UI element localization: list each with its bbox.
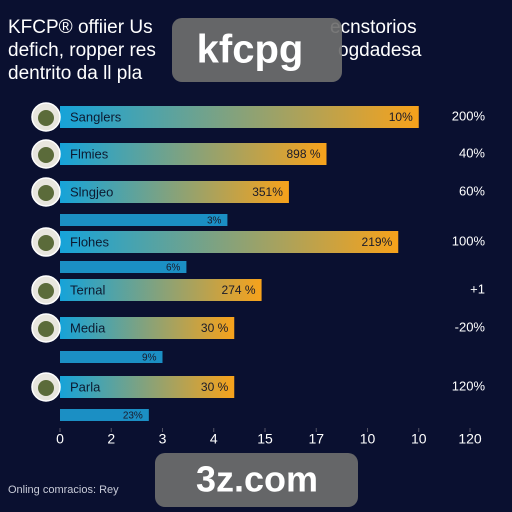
sub-bar — [60, 214, 228, 226]
right-label: 200% — [452, 108, 486, 123]
avatar-face — [38, 321, 54, 337]
right-label: 120% — [452, 378, 486, 393]
category-label: Flohes — [70, 234, 110, 249]
value-label: 9% — [142, 353, 157, 364]
title-line: ogdadesa — [338, 40, 422, 61]
sub-bar — [60, 261, 187, 273]
sub-bar — [60, 351, 163, 363]
value-label: 219% — [362, 235, 393, 249]
category-label: Parla — [70, 379, 101, 394]
avatar-face — [38, 235, 54, 251]
value-label: 898 % — [286, 147, 320, 161]
category-label: Ternal — [70, 282, 106, 297]
title-line: KFCP® offiier Us — [8, 17, 153, 38]
bar — [60, 143, 327, 165]
title-line: ecnstorios — [330, 17, 417, 38]
avatar-face — [38, 380, 54, 396]
avatar-face — [38, 147, 54, 163]
value-label: 351% — [252, 185, 283, 199]
x-tick-label: 120 — [458, 431, 482, 447]
bar — [60, 376, 235, 398]
bar — [60, 181, 289, 203]
value-label: 30 % — [201, 380, 229, 394]
right-label: -20% — [455, 319, 486, 334]
title-line: dentrito da ll pla — [8, 63, 143, 84]
category-label: Media — [70, 320, 106, 335]
right-label: 40% — [459, 145, 485, 160]
avatar-face — [38, 185, 54, 201]
title-line: defich, ropper res — [8, 40, 156, 61]
x-tick-label: 10 — [411, 431, 427, 447]
avatar-face — [38, 283, 54, 299]
category-label: Flmies — [70, 146, 109, 161]
x-tick-label: 17 — [308, 431, 324, 447]
x-tick-label: 10 — [360, 431, 376, 447]
bar — [60, 279, 262, 301]
x-tick-label: 3 — [159, 431, 167, 447]
bar — [60, 231, 399, 253]
value-label: 274 % — [222, 283, 256, 297]
footer: Onling comracios: Rey — [8, 484, 119, 496]
category-label: Slngjeo — [70, 184, 113, 199]
right-label: +1 — [470, 281, 485, 296]
category-label: Sanglers — [70, 109, 122, 124]
value-label: 23% — [123, 411, 143, 422]
bar — [60, 106, 419, 128]
x-tick-label: 2 — [107, 431, 115, 447]
avatar-face — [38, 110, 54, 126]
x-tick-label: 15 — [257, 431, 273, 447]
sub-bar — [60, 409, 149, 421]
watermark: 3z.com — [196, 459, 318, 500]
watermark-box — [155, 453, 358, 507]
value-label: 10% — [389, 110, 413, 124]
watermark: kfcpg — [197, 28, 304, 72]
watermark-box — [172, 18, 342, 82]
x-tick-label: 4 — [210, 431, 218, 447]
title: KFCP® offiier Us ecnstorios defich, ropp… — [8, 17, 422, 84]
value-label: 30 % — [201, 321, 229, 335]
x-tick-label: 0 — [56, 431, 64, 447]
value-label: 3% — [207, 216, 222, 227]
bar — [60, 317, 235, 339]
value-label: 6% — [166, 263, 181, 274]
right-label: 100% — [452, 233, 486, 248]
right-label: 60% — [459, 183, 485, 198]
